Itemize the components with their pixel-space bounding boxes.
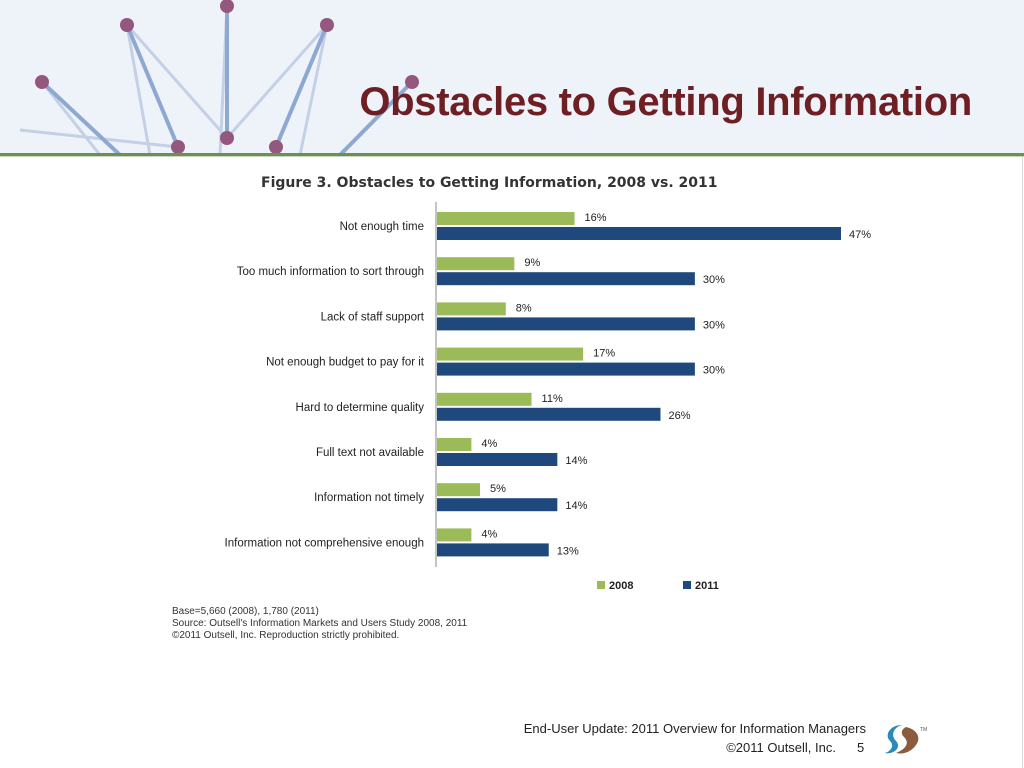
bar-2011 — [437, 362, 695, 376]
bar-2011 — [437, 272, 695, 286]
data-label-2011: 14% — [565, 455, 587, 467]
category-label: Full text not available — [316, 447, 424, 459]
chart-copyright-note: ©2011 Outsell, Inc. Reproduction strictl… — [172, 630, 400, 641]
bar-2008 — [437, 347, 584, 361]
category-label: Information not comprehensive enough — [225, 537, 424, 549]
data-label-2011: 26% — [668, 410, 690, 422]
chart-legend: 2008 2011 — [597, 580, 719, 592]
bar-2008 — [437, 438, 472, 451]
data-label-2011: 30% — [703, 365, 725, 377]
chart-title: Figure 3. Obstacles to Getting Informati… — [261, 175, 718, 191]
data-label-2008: 17% — [593, 348, 615, 360]
bar-2008 — [437, 212, 575, 225]
chart-source-note: Source: Outsell's Information Markets an… — [172, 618, 468, 629]
data-label-2008: 4% — [481, 438, 497, 450]
legend-swatch-2008 — [597, 581, 605, 589]
category-label: Not enough time — [340, 221, 424, 233]
data-label-2008: 5% — [490, 483, 506, 495]
legend-label-2011: 2011 — [695, 580, 719, 592]
bar-2008 — [437, 257, 515, 271]
data-label-2008: 9% — [524, 257, 540, 269]
header-divider — [0, 153, 1024, 156]
data-label-2011: 30% — [703, 274, 725, 286]
category-label: Too much information to sort through — [237, 266, 424, 278]
data-label-2011: 14% — [565, 500, 587, 512]
bar-2008 — [437, 528, 472, 542]
svg-text:TM: TM — [920, 727, 927, 733]
bar-2011 — [437, 407, 661, 421]
outsell-logo: TM — [884, 725, 927, 754]
slide-header: Obstacles to Getting Information — [0, 0, 1024, 155]
bar-2011 — [437, 498, 558, 512]
bar-2011 — [437, 227, 841, 240]
chart-bars: Not enough time 16% 47% Too much informatio… — [225, 212, 871, 557]
bar-2011 — [437, 317, 695, 331]
bar-2011 — [437, 543, 549, 557]
category-label: Hard to determine quality — [296, 402, 425, 414]
bar-2008 — [437, 392, 532, 406]
data-label-2008: 8% — [516, 302, 532, 314]
footer-presentation-title: End-User Update: 2011 Overview for Infor… — [523, 721, 866, 736]
data-label-2011: 47% — [849, 229, 871, 241]
footer-copyright: ©2011 Outsell, Inc. — [726, 740, 836, 755]
page-number: 5 — [857, 740, 865, 755]
data-label-2008: 4% — [481, 528, 497, 540]
data-label-2008: 11% — [542, 393, 563, 405]
slide-title: Obstacles to Getting Information — [359, 80, 972, 124]
slide-frame — [0, 157, 1023, 768]
bar-2008 — [437, 483, 480, 497]
network-decoration — [19, 0, 419, 155]
category-label: Not enough budget to pay for it — [266, 357, 425, 369]
data-label-2008: 16% — [585, 212, 607, 224]
data-label-2011: 13% — [557, 545, 579, 557]
obstacles-chart: Figure 3. Obstacles to Getting Informati… — [225, 175, 872, 592]
legend-label-2008: 2008 — [609, 580, 633, 592]
legend-swatch-2011 — [683, 581, 691, 589]
bar-2011 — [437, 453, 558, 466]
category-label: Lack of staff support — [321, 311, 425, 323]
chart-base-note: Base=5,660 (2008), 1,780 (2011) — [172, 606, 319, 617]
bar-2008 — [437, 302, 506, 316]
category-label: Information not timely — [314, 492, 424, 504]
header-divider-light — [0, 156, 1024, 157]
data-label-2011: 30% — [703, 319, 725, 331]
